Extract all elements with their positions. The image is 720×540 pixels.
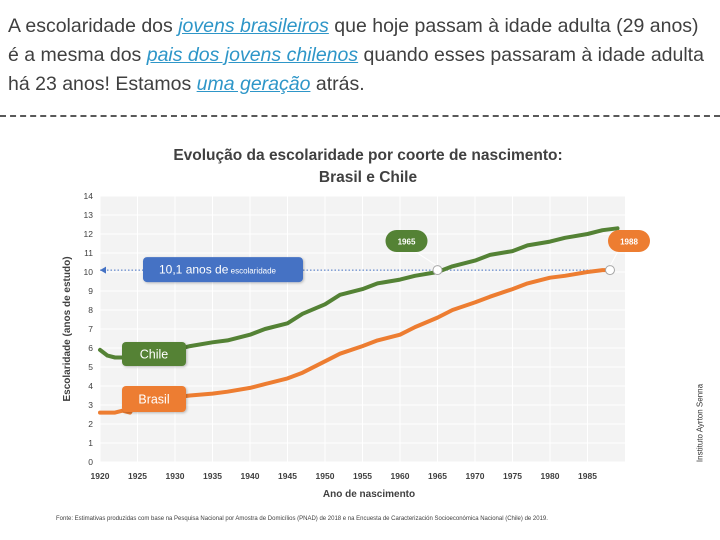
headline-highlight-jovens[interactable]: jovens brasileiros [178, 15, 329, 37]
series-label-chile: Chile [140, 348, 169, 362]
chart-title: Evolução da escolaridade por coorte de n… [173, 147, 562, 164]
x-tick-label: 1980 [541, 471, 560, 481]
y-tick-label: 14 [84, 191, 94, 201]
series-label-brasil: Brasil [138, 393, 169, 407]
series-labels: Chile Brasil 10,1 anos de escolaridade [122, 257, 303, 412]
reference-arrow-icon [100, 266, 106, 274]
y-tick-label: 1 [88, 438, 93, 448]
source-note: Fonte: Estimativas produzidas com base n… [56, 516, 548, 522]
y-tick-label: 12 [84, 229, 94, 239]
year-markers: 1965 1988 [385, 230, 650, 276]
x-tick-label: 1930 [166, 471, 185, 481]
x-tick-label: 1925 [128, 471, 147, 481]
x-tick-label: 1985 [578, 471, 597, 481]
x-tick-label: 1935 [203, 471, 222, 481]
marker-bubble[interactable] [608, 230, 650, 252]
reference-label: 10,1 anos de escolaridade [159, 263, 277, 277]
y-tick-label: 11 [84, 248, 93, 258]
watermark: Instituto Ayrton Senna [695, 383, 705, 463]
y-tick-label: 0 [88, 457, 93, 467]
y-tick-label: 13 [84, 210, 94, 220]
marker-circle[interactable] [605, 265, 615, 276]
headline-text-1: A escolaridade dos [8, 15, 179, 37]
y-tick-label: 3 [88, 400, 93, 410]
x-tick-label: 1975 [503, 471, 522, 481]
x-tick-label: 1940 [241, 471, 260, 481]
series-label-box-brasil [122, 386, 186, 412]
chart-subtitle: Brasil e Chile [319, 169, 418, 186]
series-label-box-chile [122, 342, 186, 366]
y-tick-label: 6 [88, 343, 93, 353]
headline-text-4: atrás. [310, 73, 365, 95]
x-tick-label: 1920 [91, 471, 110, 481]
marker-circle[interactable] [432, 265, 443, 276]
marker-bubble[interactable] [385, 230, 428, 252]
marker-year-label: 1965 [398, 238, 416, 247]
y-tick-label: 2 [88, 419, 93, 429]
reference-label-small: escolaridade [228, 267, 276, 276]
headline-divider [0, 115, 720, 117]
y-tick-label: 8 [88, 305, 93, 315]
y-tick-label: 10 [84, 267, 94, 277]
x-tick-label: 1960 [391, 471, 410, 481]
headline-highlight-pais[interactable]: pais dos jovens chilenos [146, 44, 359, 66]
y-axis-label: Escolaridade (anos de estudo) [62, 256, 73, 401]
x-tick-label: 1965 [428, 471, 447, 481]
headline: A escolaridade dos jovens brasileiros qu… [8, 12, 714, 99]
marker-year-label: 1988 [620, 238, 638, 247]
y-tick-label: 5 [88, 362, 93, 372]
y-tick-label: 7 [88, 324, 93, 334]
y-tick-label: 9 [88, 286, 93, 296]
headline-highlight-geracao[interactable]: uma geração [196, 73, 311, 95]
x-tick-label: 1970 [466, 471, 485, 481]
reference-label-main: 10,1 anos de [159, 263, 229, 277]
reference-label-box [143, 257, 303, 283]
x-tick-label: 1955 [353, 471, 372, 481]
headline-text-2: que hoje passam à idade adulta (29 anos)… [8, 15, 699, 66]
headline-text-3: quando esses passaram à idade adulta há … [8, 44, 704, 95]
x-axis-label: Ano de nascimento [323, 489, 415, 500]
x-tick-label: 1950 [316, 471, 335, 481]
x-tick-label: 1945 [278, 471, 297, 481]
y-tick-label: 4 [88, 381, 93, 391]
